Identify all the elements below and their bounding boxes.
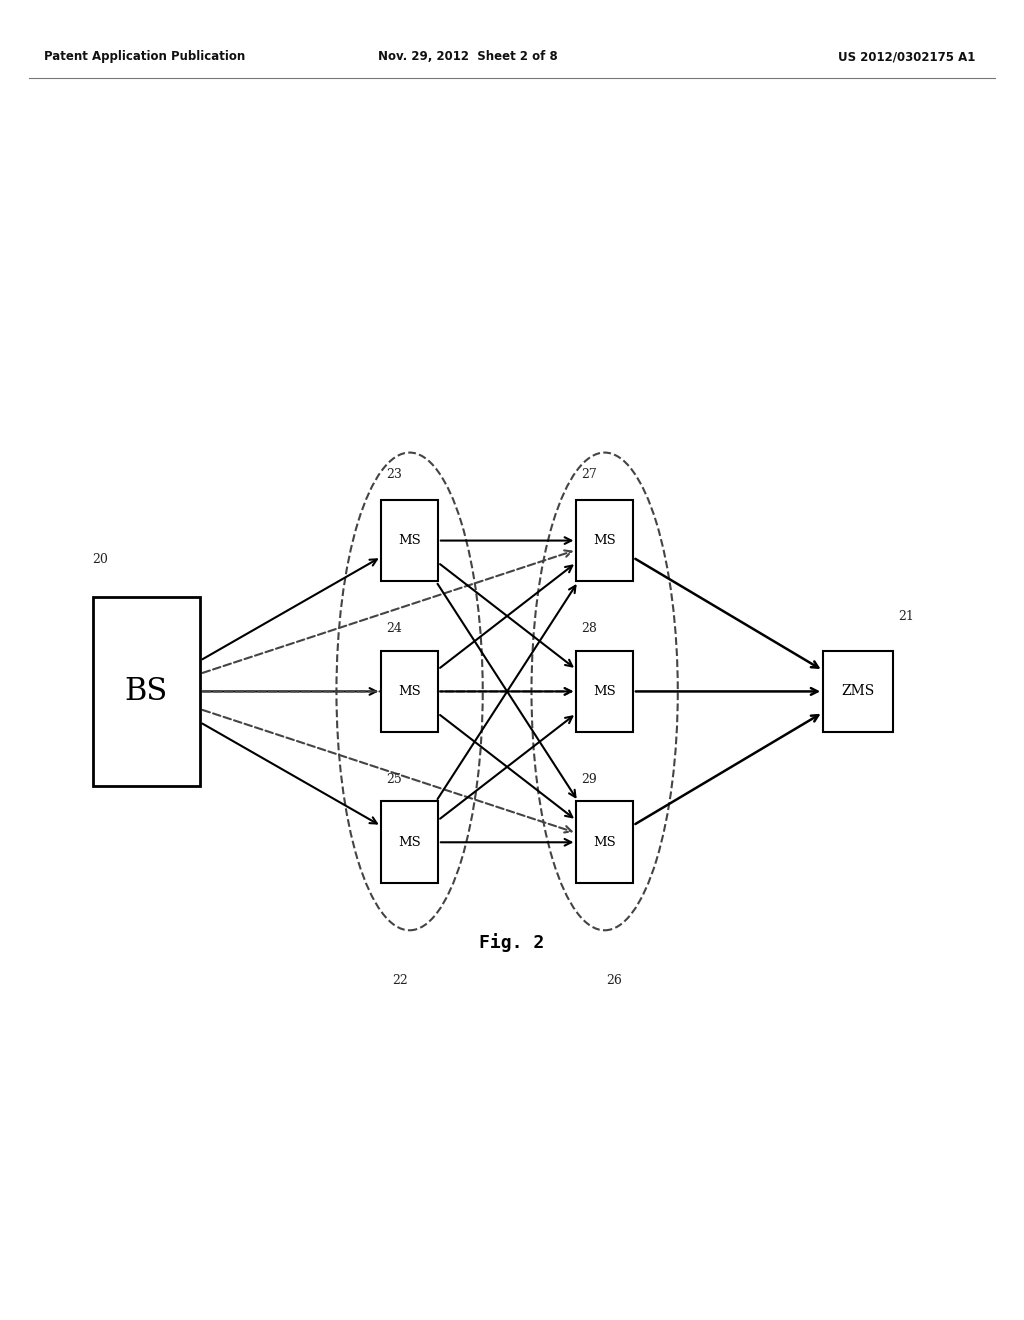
Bar [577, 500, 633, 581]
Text: 29: 29 [582, 774, 597, 787]
Bar [577, 651, 633, 733]
Text: MS: MS [593, 836, 616, 849]
Text: MS: MS [398, 535, 421, 546]
Text: 23: 23 [386, 467, 402, 480]
Text: MS: MS [398, 685, 421, 698]
Text: 22: 22 [392, 974, 408, 987]
Text: 27: 27 [582, 467, 597, 480]
Text: MS: MS [398, 836, 421, 849]
Bar [381, 651, 438, 733]
Text: 20: 20 [92, 553, 109, 566]
Bar [381, 801, 438, 883]
Text: 28: 28 [582, 623, 597, 635]
Text: 24: 24 [386, 623, 402, 635]
Bar [577, 801, 633, 883]
Text: BS: BS [125, 676, 168, 708]
Text: US 2012/0302175 A1: US 2012/0302175 A1 [838, 50, 975, 63]
Text: Patent Application Publication: Patent Application Publication [44, 50, 245, 63]
Text: Nov. 29, 2012  Sheet 2 of 8: Nov. 29, 2012 Sheet 2 of 8 [378, 50, 558, 63]
Text: ZMS: ZMS [842, 685, 874, 698]
Bar [823, 651, 893, 733]
Text: MS: MS [593, 685, 616, 698]
Text: 26: 26 [606, 974, 623, 987]
Bar [381, 500, 438, 581]
Text: 21: 21 [898, 610, 914, 623]
Bar [92, 597, 200, 785]
Text: 25: 25 [386, 774, 402, 787]
Text: Fig. 2: Fig. 2 [479, 933, 545, 952]
Text: MS: MS [593, 535, 616, 546]
